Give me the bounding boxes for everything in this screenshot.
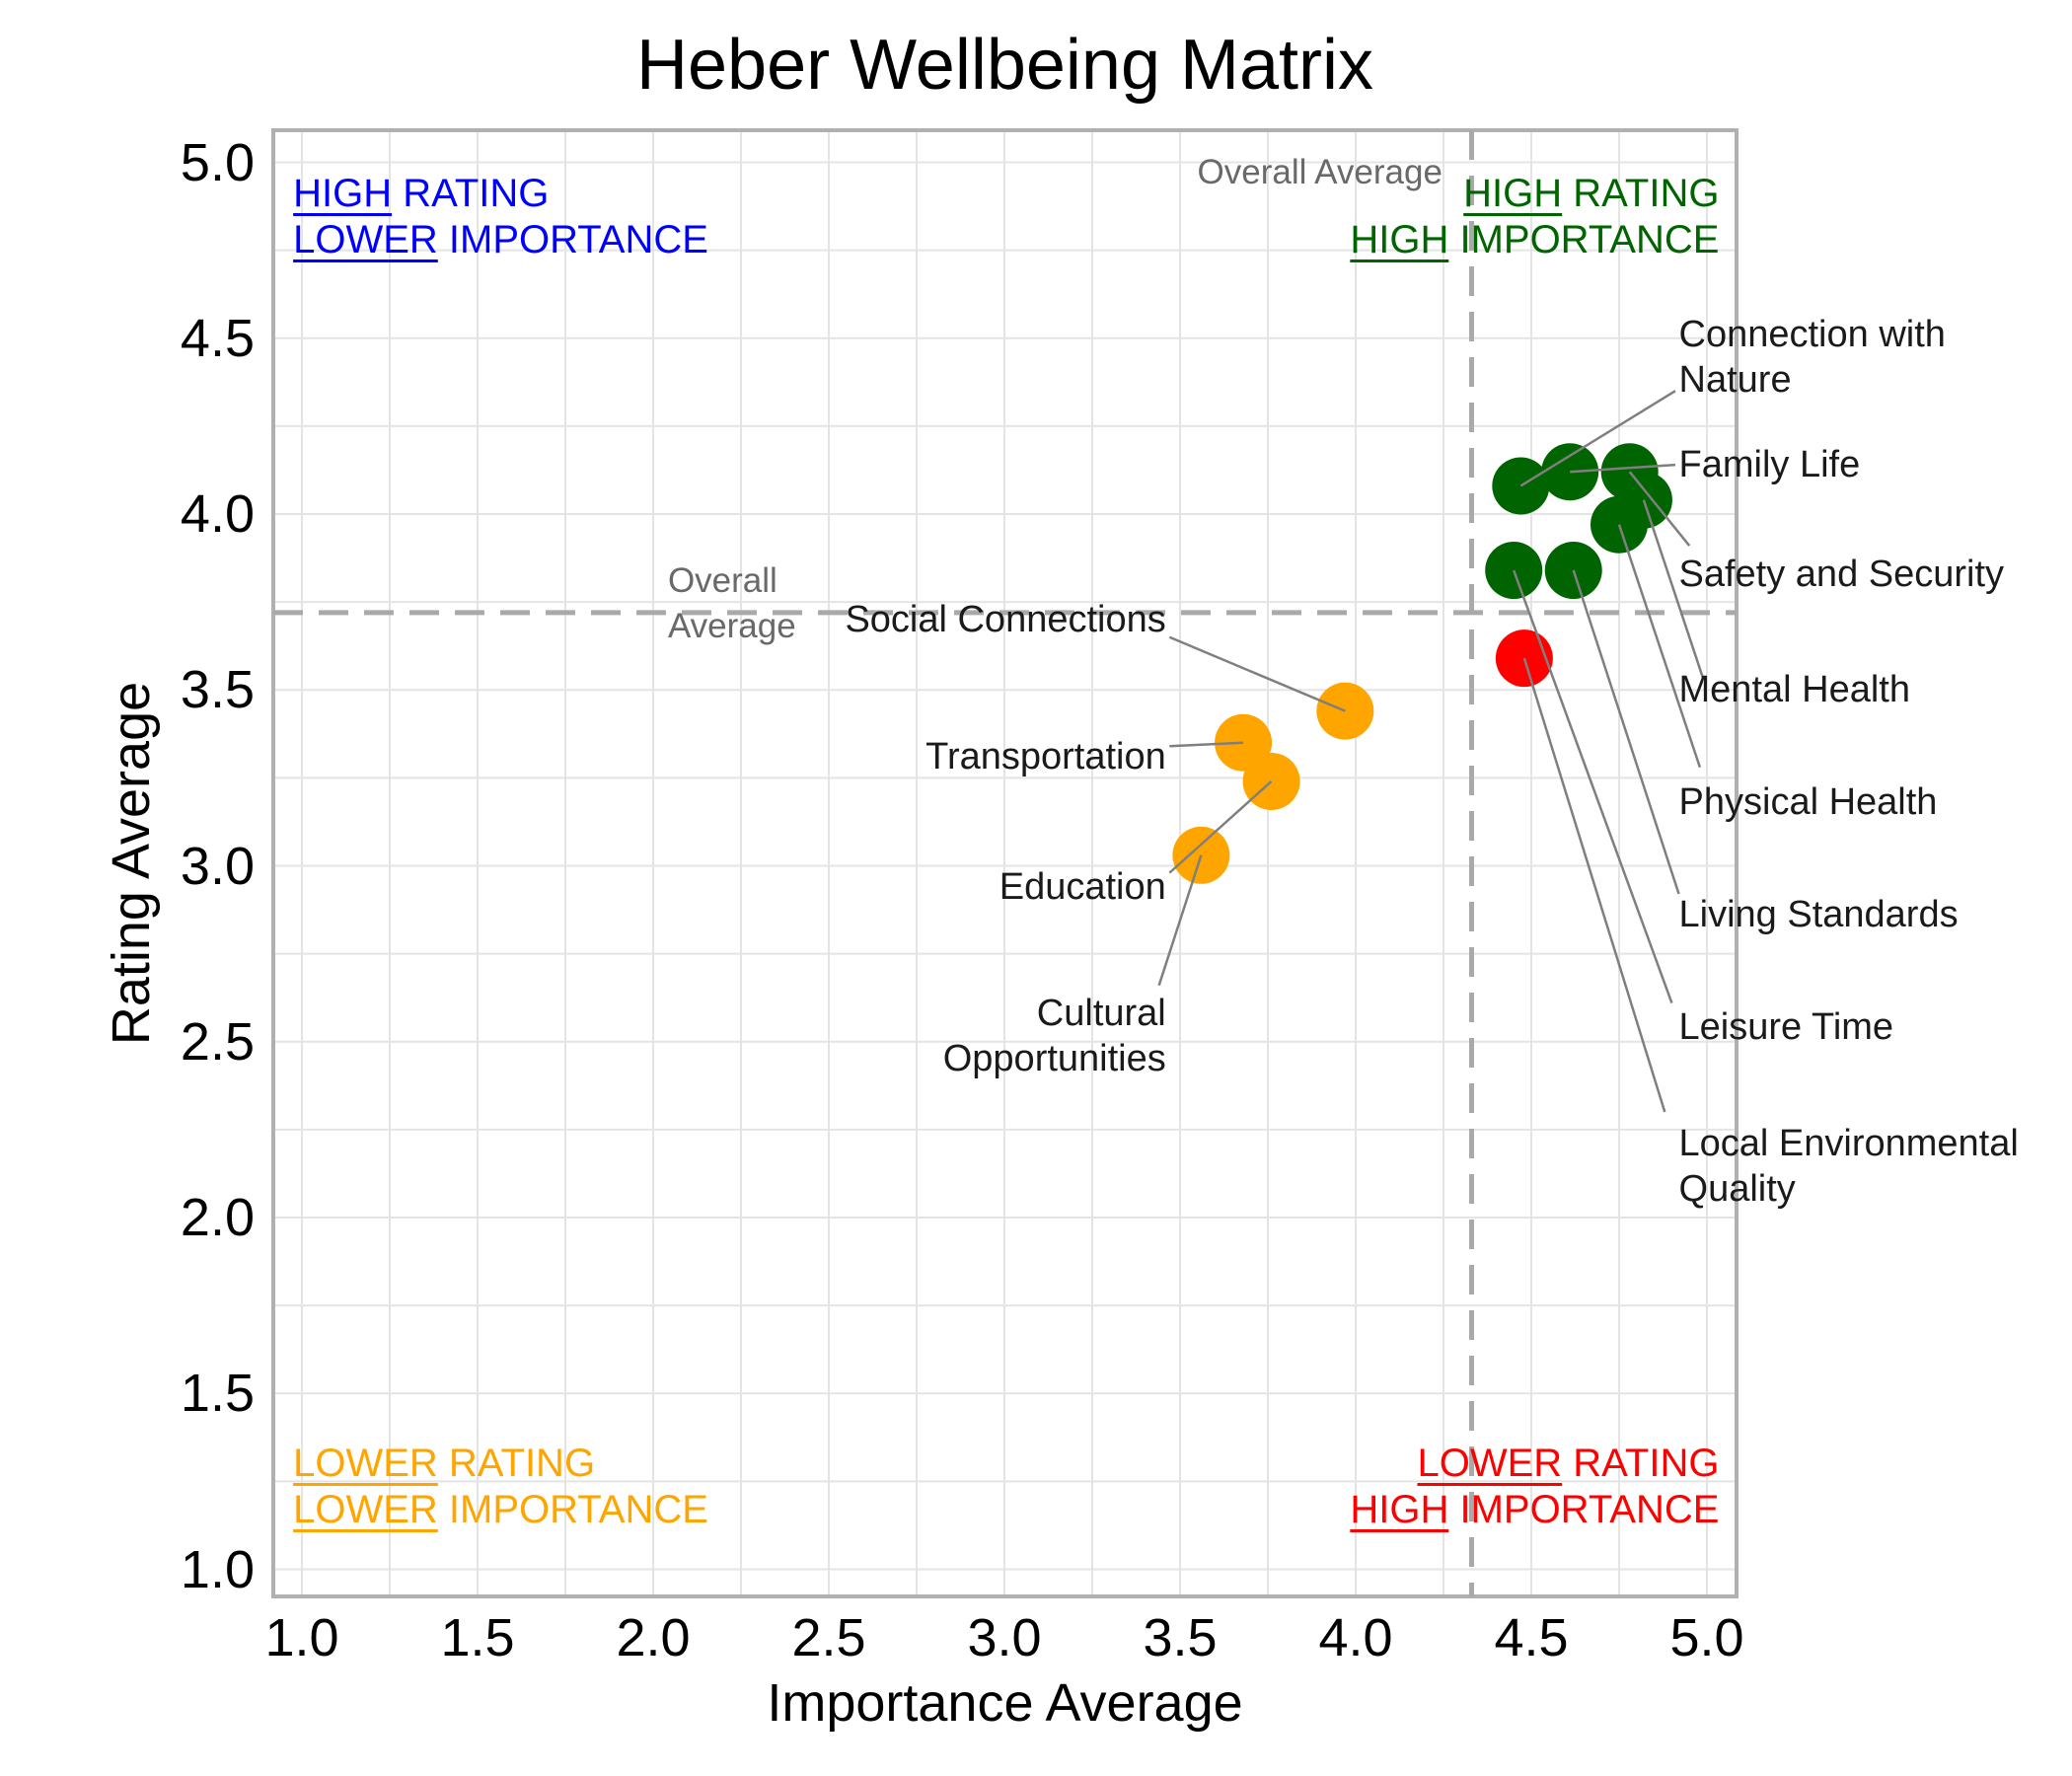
overall-average-left-label: Overall Average <box>668 558 796 649</box>
x-tick-label-1.5: 1.5 <box>440 1608 515 1667</box>
x-tick-label-3.5: 3.5 <box>1143 1608 1218 1667</box>
quadrant-line: LOWER RATING <box>293 1442 596 1486</box>
overall-average-left-line2: Average <box>667 606 796 645</box>
y-tick-label-3.0: 3.0 <box>180 836 255 896</box>
point-label-line: Mental Health <box>1678 669 1910 711</box>
point-label-leisure-time: Leisure Time <box>1679 1004 1894 1050</box>
y-tick-label-2.0: 2.0 <box>180 1188 255 1247</box>
point-label-cultural-opportunities: Cultural Opportunities <box>943 991 1166 1081</box>
point-label-line: Quality <box>1678 1168 1796 1211</box>
leader-line-living-standards <box>1572 569 1680 895</box>
y-tick-label-4.0: 4.0 <box>180 484 255 544</box>
quadrant-line: HIGH IMPORTANCE <box>1350 218 1720 262</box>
quadrant-line: HIGH RATING <box>293 172 550 216</box>
point-label-line: Opportunities <box>942 1038 1166 1080</box>
point-label-connection-with-nature: Connection with Nature <box>1679 312 1946 403</box>
quadrant-label-lower-rating-lower-importance: LOWER RATING LOWER IMPORTANCE <box>293 1441 708 1533</box>
quadrant-label-high-rating-high-importance: HIGH RATING HIGH IMPORTANCE <box>1350 171 1719 263</box>
y-tick-label-4.5: 4.5 <box>180 308 255 368</box>
point-label-line: Living Standards <box>1678 894 1959 936</box>
x-tick-label-4.5: 4.5 <box>1494 1608 1569 1667</box>
leader-line-transportation <box>1169 741 1244 748</box>
leader-line-physical-health <box>1617 524 1702 769</box>
point-label-local-environmental-quality: Local Environmental Quality <box>1679 1121 2019 1212</box>
point-label-line: Safety and Security <box>1678 553 2005 595</box>
quadrant-label-lower-rating-high-importance: LOWER RATING HIGH IMPORTANCE <box>1350 1441 1719 1533</box>
quadrant-line: LOWER IMPORTANCE <box>293 218 708 262</box>
point-label-education: Education <box>999 864 1166 910</box>
y-tick-label-2.5: 2.5 <box>180 1011 255 1072</box>
leader-line-cultural-opportunities <box>1157 854 1203 987</box>
point-label-line: Cultural <box>1036 993 1166 1035</box>
leader-line-social-connections <box>1168 635 1346 712</box>
x-tick-label-2.0: 2.0 <box>616 1608 691 1667</box>
point-label-living-standards: Living Standards <box>1679 892 1959 937</box>
leader-line-education <box>1168 780 1273 874</box>
leader-line-connection-with-nature <box>1519 390 1676 487</box>
y-axis-label: Rating Average <box>102 681 161 1046</box>
quadrant-line: LOWER RATING <box>1417 1442 1720 1486</box>
x-tick-label-2.5: 2.5 <box>791 1608 866 1667</box>
point-label-line: Leisure Time <box>1678 1006 1894 1049</box>
point-label-line: Education <box>999 865 1166 908</box>
y-tick-label-1.5: 1.5 <box>180 1364 255 1424</box>
point-label-line: Nature <box>1678 359 1792 402</box>
point-label-mental-health: Mental Health <box>1679 667 1910 712</box>
overall-average-top-label: Overall Average <box>1197 153 1443 192</box>
point-label-family-life: Family Life <box>1679 442 1861 487</box>
point-label-line: Transportation <box>925 735 1166 777</box>
quadrant-line: LOWER IMPORTANCE <box>293 1488 708 1532</box>
leader-line-safety-and-security <box>1628 471 1691 547</box>
plot-frame <box>271 128 1739 1598</box>
x-tick-label-5.0: 5.0 <box>1669 1608 1744 1667</box>
quadrant-line: HIGH IMPORTANCE <box>1350 1488 1720 1532</box>
overall-average-left-line1: Overall <box>667 560 777 600</box>
x-axis-label: Importance Average <box>767 1673 1243 1733</box>
y-tick-label-1.0: 1.0 <box>180 1539 255 1599</box>
leader-line-leisure-time <box>1513 569 1673 1003</box>
leader-line-family-life <box>1570 463 1676 474</box>
point-label-transportation: Transportation <box>925 734 1166 779</box>
y-tick-label-3.5: 3.5 <box>180 660 255 720</box>
point-label-line: Connection with <box>1678 314 1946 356</box>
y-tick-label-5.0: 5.0 <box>180 132 255 192</box>
point-label-social-connections: Social Connections <box>845 597 1165 642</box>
point-label-line: Local Environmental <box>1678 1123 2019 1165</box>
leader-line-local-environmental-quality <box>1522 657 1666 1113</box>
x-tick-label-4.0: 4.0 <box>1318 1608 1393 1667</box>
chart-title: Heber Wellbeing Matrix <box>636 26 1373 105</box>
x-tick-label-3.0: 3.0 <box>967 1608 1042 1667</box>
point-label-line: Physical Health <box>1678 781 1938 824</box>
point-label-physical-health: Physical Health <box>1679 779 1938 825</box>
quadrant-line: HIGH RATING <box>1463 172 1720 216</box>
leader-line-mental-health <box>1642 499 1705 680</box>
point-label-line: Social Connections <box>845 598 1166 640</box>
point-label-safety-and-security: Safety and Security <box>1679 552 2005 597</box>
quadrant-label-high-rating-lower-importance: HIGH RATING LOWER IMPORTANCE <box>293 171 708 263</box>
x-tick-label-1.0: 1.0 <box>264 1608 339 1667</box>
point-label-line: Family Life <box>1678 444 1861 486</box>
